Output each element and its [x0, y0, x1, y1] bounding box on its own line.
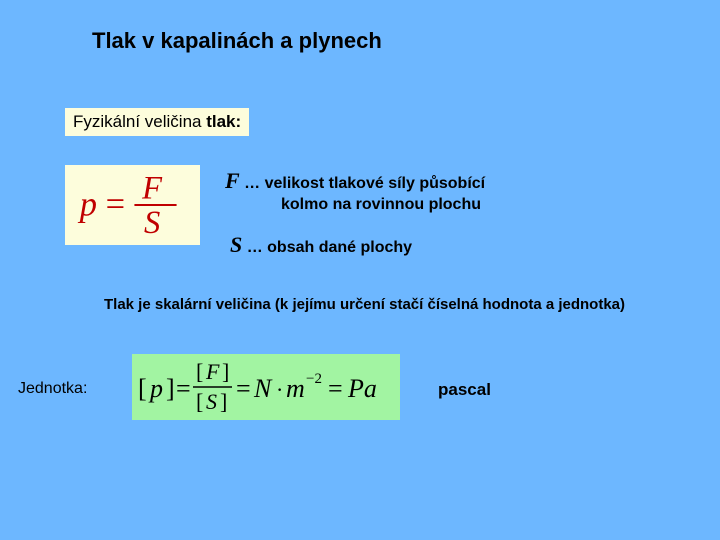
uf-N: N [253, 374, 273, 403]
pascal-label: pascal [438, 380, 491, 400]
formula-main-box: p = F S [65, 165, 200, 245]
uf-Pa: Pa [347, 374, 377, 403]
formula-lhs: p [77, 186, 97, 224]
unit-label: Jednotka: [18, 380, 87, 398]
subtitle-box: Fyzikální veličina tlak: [65, 108, 249, 136]
uf-exp: −2 [306, 371, 322, 387]
uf-num-lb: [ [196, 359, 203, 384]
def-s-text: … obsah dané plochy [242, 239, 412, 256]
formula-main: p = F S [75, 170, 190, 240]
subtitle-bold: tlak: [206, 112, 241, 131]
uf-lbracket1: [ [138, 374, 147, 403]
uf-den-s: S [206, 389, 217, 414]
def-f-text2: kolmo na rovinnou plochu [281, 196, 485, 214]
page-title: Tlak v kapalinách a plynech [92, 28, 382, 54]
symbol-f: F [225, 168, 240, 193]
uf-dot: · [276, 377, 283, 402]
scalar-text: Tlak je skalární veličina (k jejímu urče… [104, 296, 625, 313]
unit-formula-box: [ p ] = [ F ] [ S ] = N · m −2 = Pa [132, 354, 400, 420]
subtitle-prefix: Fyzikální veličina [73, 112, 206, 131]
formula-eq: = [106, 186, 125, 224]
definition-f: F … velikost tlakové síly působící kolmo… [225, 168, 485, 214]
uf-num-f: F [205, 359, 220, 384]
definition-s: S … obsah dané plochy [230, 232, 412, 258]
uf-den-rb: ] [220, 389, 227, 414]
uf-eq3: = [328, 374, 343, 403]
unit-formula: [ p ] = [ F ] [ S ] = N · m −2 = Pa [136, 357, 396, 417]
uf-rbracket1: ] [166, 374, 175, 403]
def-f-text1: … velikost tlakové síly působící [240, 175, 485, 192]
uf-num-rb: ] [222, 359, 229, 384]
formula-num: F [141, 170, 163, 206]
symbol-s: S [230, 232, 242, 257]
uf-eq2: = [236, 374, 251, 403]
uf-eq1: = [176, 374, 191, 403]
uf-den-lb: [ [196, 389, 203, 414]
formula-den: S [144, 205, 160, 240]
uf-p: p [148, 374, 163, 403]
uf-m: m [286, 374, 305, 403]
